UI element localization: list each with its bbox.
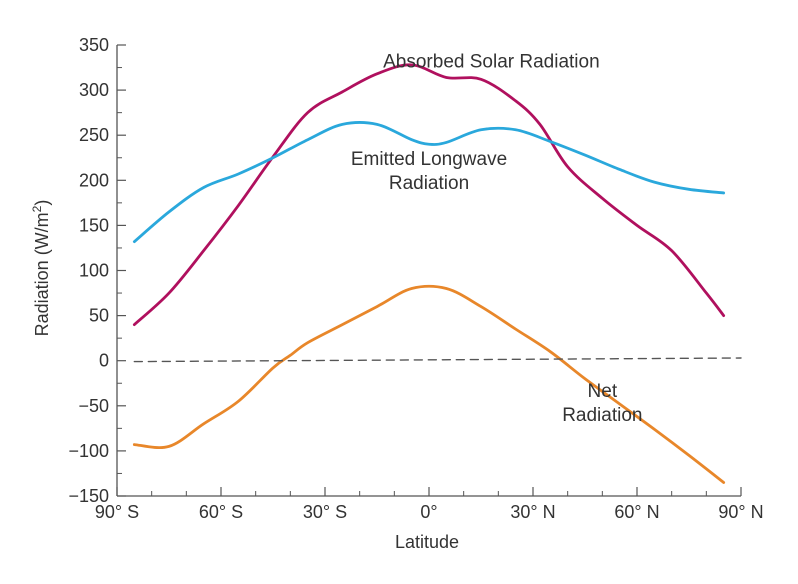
x-axis-title: Latitude — [395, 532, 459, 552]
y-tick-label-0: 350 — [79, 35, 109, 55]
y-tick-label-9: −100 — [68, 441, 109, 461]
x-tick-label-1: 60° S — [199, 502, 243, 522]
y-tick-label-2: 250 — [79, 125, 109, 145]
y-tick-label-3: 200 — [79, 170, 109, 190]
series-line-net-radiation — [132, 284, 726, 484]
x-tick-label-5: 60° N — [614, 502, 659, 522]
x-tick-label-6: 90° N — [718, 502, 763, 522]
y-axis-title-sup: 2 — [30, 205, 44, 212]
annotation-net-line-0: Net — [588, 381, 618, 402]
annotation-emitted-line-0: Emitted Longwave — [351, 149, 507, 170]
y-tick-label-4: 150 — [79, 215, 109, 235]
series-line-zero-line — [133, 357, 742, 363]
x-tick-label-0: 90° S — [95, 502, 139, 522]
annotation-net: Net Radiation — [562, 381, 642, 426]
annotation-emitted: Emitted Longwave Radiation — [351, 149, 507, 194]
annotation-absorbed-line-0: Absorbed Solar Radiation — [383, 52, 600, 73]
y-tick-label-1: 300 — [79, 80, 109, 100]
y-tick-label-8: −50 — [78, 396, 109, 416]
annotation-emitted-line-1: Radiation — [389, 173, 469, 194]
y-tick-label-7: 0 — [99, 351, 109, 371]
y-tick-label-5: 100 — [79, 261, 109, 281]
annotation-absorbed: Absorbed Solar Radiation — [383, 52, 600, 73]
y-axis-title: Radiation (W/m2) — [30, 200, 52, 337]
series-layer — [132, 63, 742, 484]
x-tick-label-2: 30° S — [303, 502, 347, 522]
annotation-net-line-1: Radiation — [562, 405, 642, 426]
y-axis-title-main: Radiation (W/m — [32, 212, 52, 336]
series-line-absorbed-solar-radiation — [132, 63, 726, 327]
y-tick-label-6: 50 — [89, 306, 109, 326]
series-line-emitted-longwave-radiation — [132, 121, 726, 244]
x-tick-label-3: 0° — [420, 502, 437, 522]
annotations-layer: Absorbed Solar Radiation Emitted Longwave… — [351, 52, 643, 426]
x-tick-label-4: 30° N — [510, 502, 555, 522]
y-tick-label-10: −150 — [68, 486, 109, 506]
y-axis-title-end: ) — [32, 200, 52, 206]
